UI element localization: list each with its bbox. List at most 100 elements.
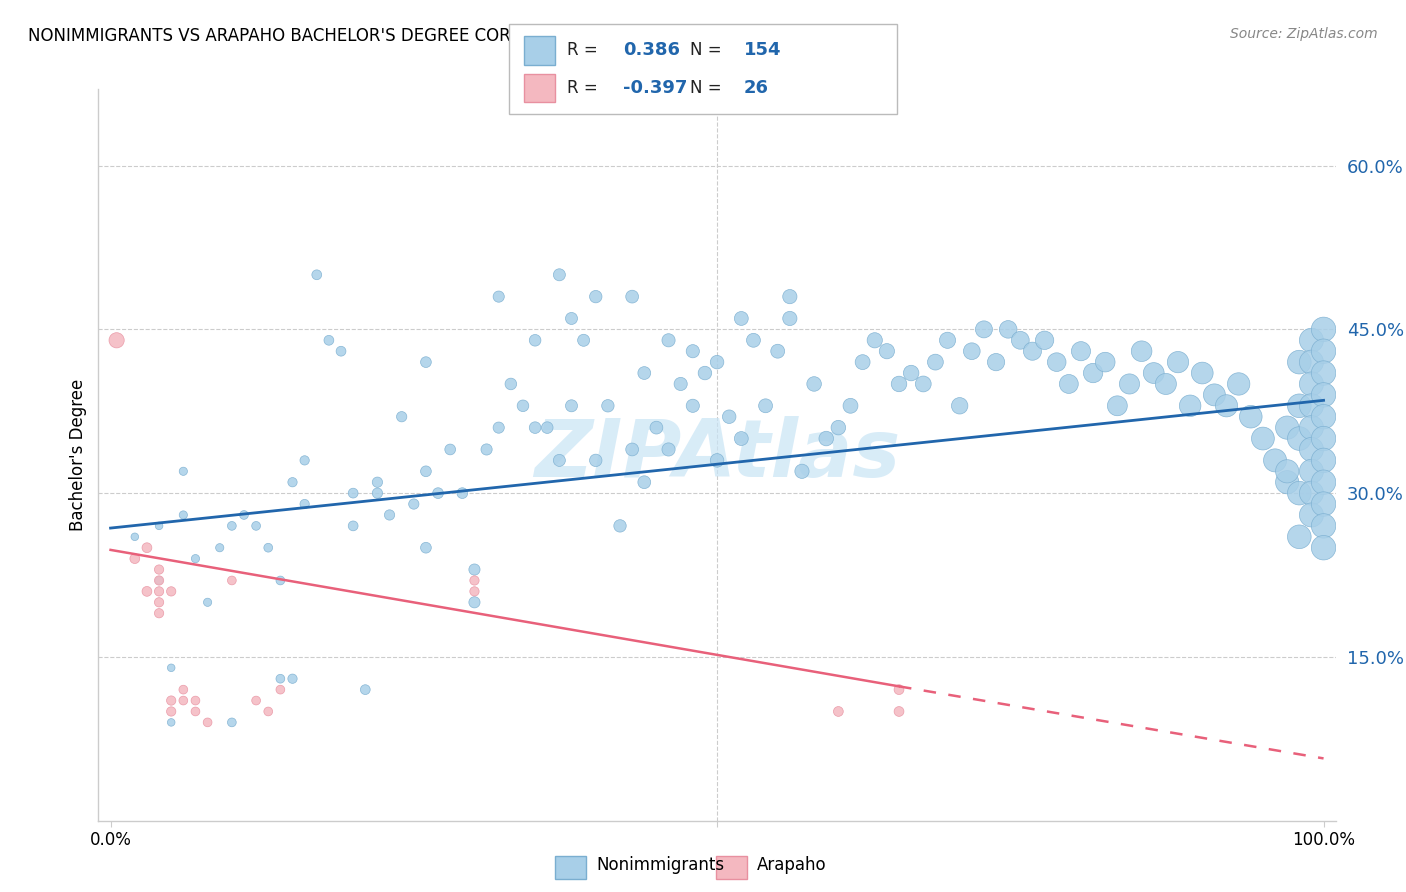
Point (1312, 322, 1334, 336)
Point (136, 584, 159, 599)
Point (427, 486, 450, 500)
Point (803, 376, 825, 391)
Point (682, 344, 704, 359)
Point (1143, 366, 1166, 380)
Point (621, 442, 644, 457)
Point (1215, 399, 1237, 413)
Point (1070, 344, 1092, 359)
Point (233, 508, 256, 522)
Point (475, 442, 498, 457)
Point (1275, 420, 1298, 434)
Text: ZIPAtlas: ZIPAtlas (534, 416, 900, 494)
Point (148, 606, 170, 620)
Point (221, 519, 243, 533)
Text: N =: N = (690, 42, 727, 60)
Point (1010, 333, 1032, 347)
Point (585, 290, 607, 304)
Point (160, 715, 183, 730)
Point (1275, 475, 1298, 490)
Point (281, 475, 304, 490)
Point (548, 268, 571, 282)
Point (900, 366, 922, 380)
Point (936, 333, 959, 347)
Point (402, 497, 425, 511)
Point (148, 595, 170, 609)
Point (1227, 376, 1250, 391)
Point (1264, 453, 1286, 467)
Point (148, 519, 170, 533)
Point (657, 442, 679, 457)
Point (596, 399, 619, 413)
Point (1312, 497, 1334, 511)
Point (560, 399, 582, 413)
Text: R =: R = (567, 78, 603, 96)
Point (524, 333, 547, 347)
Point (1130, 344, 1153, 359)
Point (197, 595, 219, 609)
Point (1107, 399, 1129, 413)
Point (512, 399, 534, 413)
Point (1167, 355, 1189, 369)
Point (536, 420, 558, 434)
Point (1312, 453, 1334, 467)
Point (657, 333, 679, 347)
Point (682, 399, 704, 413)
Point (1312, 388, 1334, 402)
Point (645, 420, 668, 434)
Point (378, 508, 401, 522)
Text: Arapaho: Arapaho (756, 856, 827, 874)
Point (172, 693, 194, 707)
Point (1288, 355, 1310, 369)
Point (585, 453, 607, 467)
Point (1178, 399, 1201, 413)
Point (269, 574, 291, 588)
Point (488, 290, 510, 304)
Point (342, 486, 364, 500)
Point (342, 519, 364, 533)
Point (463, 584, 485, 599)
Point (852, 355, 875, 369)
Point (184, 693, 207, 707)
Point (912, 376, 935, 391)
Point (257, 705, 280, 719)
Point (949, 399, 972, 413)
Point (887, 376, 910, 391)
Point (669, 376, 692, 391)
Point (766, 344, 789, 359)
Point (633, 366, 655, 380)
Point (208, 541, 231, 555)
Text: 26: 26 (744, 78, 769, 96)
Point (463, 595, 485, 609)
Point (1204, 388, 1226, 402)
Point (973, 322, 995, 336)
Point (1288, 399, 1310, 413)
Point (548, 453, 571, 467)
Point (148, 563, 170, 577)
Point (997, 322, 1019, 336)
Point (451, 486, 474, 500)
Point (160, 705, 183, 719)
Point (148, 584, 170, 599)
Point (172, 464, 194, 478)
Point (366, 486, 388, 500)
Point (160, 661, 183, 675)
Point (1021, 344, 1043, 359)
Point (439, 442, 461, 457)
Point (148, 574, 170, 588)
Point (1312, 409, 1334, 424)
Y-axis label: Bachelor's Degree: Bachelor's Degree (69, 379, 87, 531)
Point (172, 682, 194, 697)
Point (960, 344, 983, 359)
Point (706, 453, 728, 467)
Point (1301, 355, 1323, 369)
Point (197, 715, 219, 730)
Point (1033, 333, 1056, 347)
Point (621, 290, 644, 304)
Point (488, 420, 510, 434)
Point (1118, 376, 1140, 391)
Point (1301, 420, 1323, 434)
Point (366, 475, 388, 490)
Point (524, 420, 547, 434)
Point (184, 551, 207, 566)
Point (105, 333, 128, 347)
